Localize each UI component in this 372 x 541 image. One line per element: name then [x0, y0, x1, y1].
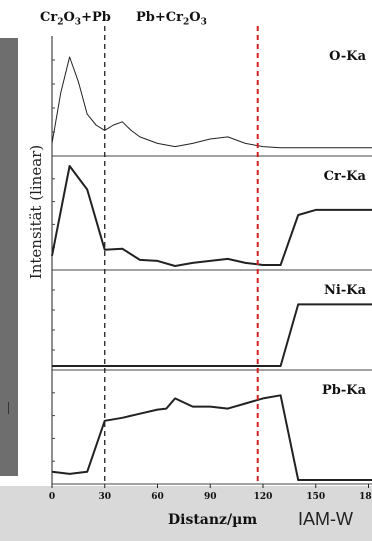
x-tick-label: 60 [151, 492, 164, 502]
series-line-pb-ka [51, 394, 372, 481]
series-line-cr-ka [51, 165, 372, 267]
x-tick-label: 150 [306, 492, 325, 502]
top-label-right: Pb+Cr2O3 [136, 10, 207, 28]
x-tick-label: 0 [49, 492, 55, 502]
panel-label: O-Ka [329, 49, 366, 64]
x-axis-label: Distanz/µm [168, 512, 258, 528]
footer-brand-text: IAM-W [298, 509, 353, 529]
left-tick-mark [8, 402, 9, 414]
x-tick-label: 30 [98, 492, 111, 502]
top-label-left: Cr2O3+Pb [40, 10, 111, 28]
x-tick-label: 120 [254, 492, 273, 502]
left-gray-bar [0, 38, 18, 476]
series-line-ni-ka [52, 303, 372, 367]
footer-band [0, 486, 372, 541]
x-tick-label: 90 [204, 492, 217, 502]
x-tick-label: 180 [359, 492, 372, 502]
panel-label: Pb-Ka [322, 383, 367, 398]
series-line-o-ka [51, 56, 372, 149]
panel-label: Cr-Ka [324, 169, 367, 184]
panel-label: Ni-Ka [324, 283, 367, 298]
